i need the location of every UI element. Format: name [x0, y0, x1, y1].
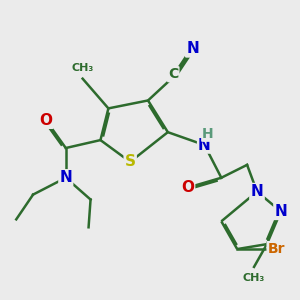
Text: H: H: [202, 127, 214, 141]
Text: CH₃: CH₃: [71, 63, 94, 73]
Text: C: C: [168, 67, 178, 81]
Text: Br: Br: [268, 242, 285, 256]
Text: O: O: [40, 113, 52, 128]
Text: N: N: [274, 204, 287, 219]
Text: N: N: [59, 170, 72, 185]
Text: N: N: [250, 184, 263, 199]
Text: O: O: [181, 180, 194, 195]
Text: CH₃: CH₃: [243, 273, 265, 283]
Text: N: N: [250, 184, 263, 199]
Text: N: N: [198, 137, 211, 152]
Text: S: S: [125, 154, 136, 169]
Text: N: N: [186, 41, 199, 56]
